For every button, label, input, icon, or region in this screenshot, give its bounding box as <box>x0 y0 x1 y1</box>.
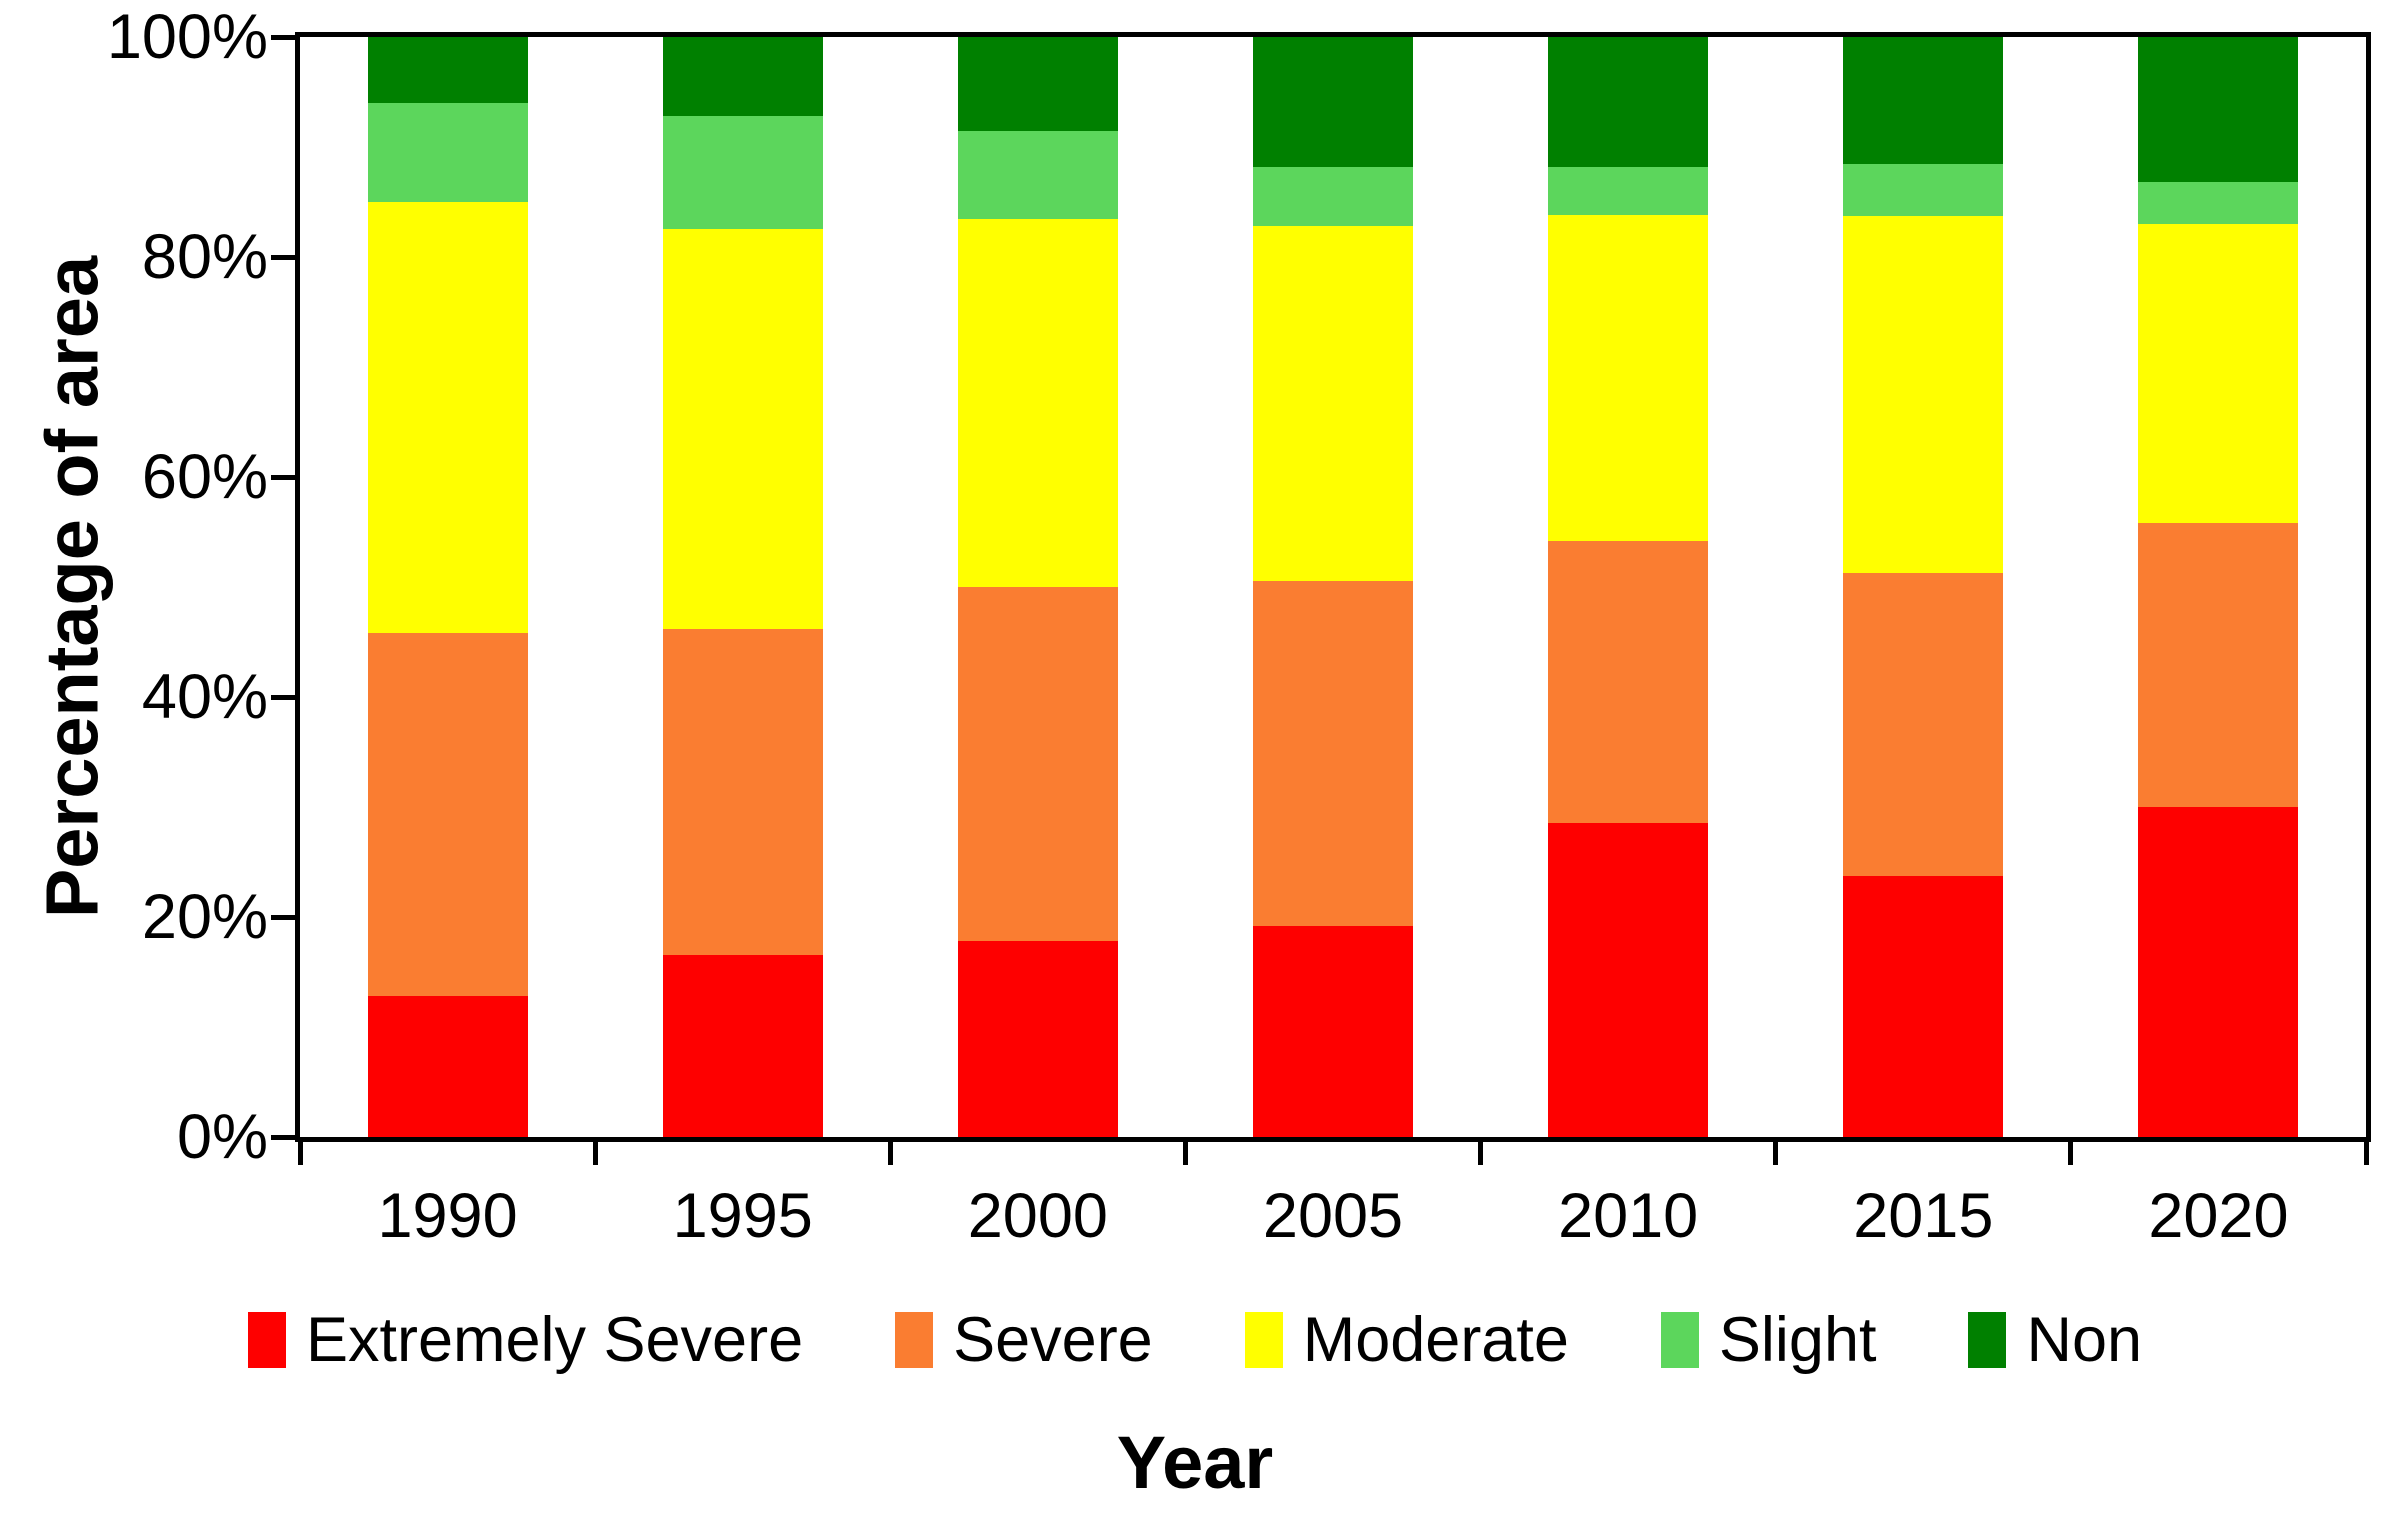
legend-label: Extremely Severe <box>305 1305 804 1375</box>
segment-1990-severe <box>367 633 528 997</box>
y-tick-label-100: 100% <box>106 2 268 72</box>
segment-2005-non <box>1253 37 1413 167</box>
segment-2000-extremely-severe <box>957 941 1118 1137</box>
y-tick-label-40: 40% <box>141 662 268 732</box>
legend: Extremely Severe Severe Moderate Slight Non <box>0 1288 2390 1392</box>
x-tick-label-2000: 2000 <box>967 1181 1108 1251</box>
x-tick-mark-7 <box>2363 1142 2369 1165</box>
segment-2015-moderate <box>1843 216 2004 573</box>
legend-swatch-icon <box>1660 1312 1699 1368</box>
segment-2015-severe <box>1843 572 2004 877</box>
segment-2020-moderate <box>2138 223 2299 524</box>
segment-2010-slight <box>1548 166 1709 216</box>
x-tick-mark-2 <box>887 1142 893 1165</box>
bar-2000 <box>957 37 1118 1137</box>
legend-item-non: Non <box>1968 1304 2142 1376</box>
y-tick-mark-100 <box>271 34 295 40</box>
legend-label: Slight <box>1718 1305 1877 1375</box>
segment-2010-moderate <box>1548 215 1709 541</box>
y-axis-title: Percentage of area <box>30 255 114 919</box>
x-tick-label-2020: 2020 <box>2148 1181 2289 1251</box>
segment-2000-non <box>957 37 1118 131</box>
segment-1995-non <box>662 37 823 117</box>
bar-2005 <box>1253 37 1413 1137</box>
legend-label: Moderate <box>1302 1305 1569 1375</box>
y-tick-mark-0 <box>271 1134 295 1140</box>
bar-2015 <box>1843 37 2004 1137</box>
segment-2005-moderate <box>1253 226 1413 582</box>
legend-item-slight: Slight <box>1660 1304 1877 1376</box>
x-tick-label-2005: 2005 <box>1262 1181 1404 1251</box>
segment-2020-slight <box>2138 182 2299 224</box>
segment-2000-severe <box>957 587 1118 942</box>
segment-1990-slight <box>367 103 528 202</box>
x-tick-mark-0 <box>297 1142 303 1165</box>
legend-item-extremely-severe: Extremely Severe <box>247 1304 804 1376</box>
x-tick-mark-6 <box>2068 1142 2074 1165</box>
segment-1990-non <box>367 37 528 103</box>
legend-item-severe: Severe <box>895 1304 1153 1376</box>
segment-1995-moderate <box>662 229 823 629</box>
segment-2020-extremely-severe <box>2138 806 2299 1137</box>
y-tick-mark-20 <box>271 914 295 920</box>
segment-1995-extremely-severe <box>662 955 823 1137</box>
x-axis-title: Year <box>1116 1421 1274 1504</box>
y-tick-mark-80 <box>271 254 295 260</box>
segment-2010-severe <box>1548 540 1709 824</box>
segment-2010-non <box>1548 37 1709 167</box>
plot-area <box>295 32 2371 1142</box>
y-tick-mark-60 <box>271 474 295 480</box>
legend-swatch-icon <box>895 1312 934 1368</box>
y-tick-label-60: 60% <box>141 442 268 512</box>
segment-1995-slight <box>662 116 823 230</box>
x-tick-label-2015: 2015 <box>1853 1181 1994 1251</box>
segment-2015-slight <box>1843 163 2004 217</box>
segment-2010-extremely-severe <box>1548 823 1709 1137</box>
x-tick-mark-1 <box>592 1142 598 1165</box>
legend-label: Severe <box>953 1305 1153 1375</box>
legend-swatch-icon <box>1244 1312 1283 1368</box>
y-tick-label-0: 0% <box>176 1102 268 1172</box>
bar-1990 <box>367 37 528 1137</box>
segment-2005-severe <box>1253 581 1413 926</box>
legend-label: Non <box>2026 1305 2143 1375</box>
x-tick-label-1990: 1990 <box>377 1181 518 1251</box>
segment-2015-non <box>1843 37 2004 164</box>
legend-item-moderate: Moderate <box>1244 1304 1569 1376</box>
legend-swatch-icon <box>1968 1312 2007 1368</box>
y-tick-label-80: 80% <box>141 222 268 292</box>
segment-1990-moderate <box>367 202 528 634</box>
segment-2020-non <box>2138 37 2299 183</box>
segment-1995-severe <box>662 628 823 956</box>
bar-2020 <box>2138 37 2299 1137</box>
segment-2000-slight <box>957 130 1118 219</box>
segment-1990-extremely-severe <box>367 996 528 1137</box>
segment-2000-moderate <box>957 218 1118 587</box>
segment-2005-slight <box>1253 166 1413 227</box>
x-tick-label-2010: 2010 <box>1558 1181 1699 1251</box>
x-tick-mark-5 <box>1773 1142 1779 1165</box>
legend-swatch-icon <box>247 1312 286 1368</box>
x-tick-mark-4 <box>1478 1142 1484 1165</box>
y-tick-label-20: 20% <box>141 882 268 952</box>
y-tick-mark-40 <box>271 694 295 700</box>
segment-2015-extremely-severe <box>1843 876 2004 1137</box>
segment-2005-extremely-severe <box>1253 925 1413 1137</box>
bar-1995 <box>662 37 823 1137</box>
x-tick-mark-3 <box>1182 1142 1188 1165</box>
x-tick-label-1995: 1995 <box>672 1181 813 1251</box>
segment-2020-severe <box>2138 523 2299 807</box>
bar-2010 <box>1548 37 1709 1137</box>
